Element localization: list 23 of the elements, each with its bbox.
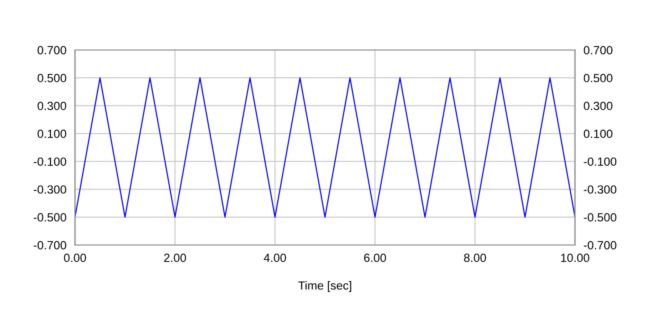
y-tick-label: -0.500: [34, 213, 66, 222]
y-tick-label: -0.300: [34, 185, 66, 194]
y2-tick-label: 0.500: [584, 74, 612, 82]
y-tick-label: -0.700: [34, 241, 66, 250]
y2-tick-label: -0.500: [584, 213, 616, 222]
x-tick-label: 8.00: [464, 254, 486, 262]
y-tick-label: 0.700: [38, 46, 66, 54]
y-tick-label: 0.500: [38, 74, 66, 82]
y2-tick-label: 0.300: [584, 102, 612, 110]
x-tick-label: 4.00: [264, 254, 286, 262]
y-tick-label: -0.100: [34, 157, 66, 166]
y2-tick-label: 0.100: [584, 130, 612, 138]
y-tick-label: 0.300: [38, 102, 66, 110]
y2-tick-label: -0.100: [584, 157, 616, 166]
x-tick-label: 10.00: [561, 254, 590, 262]
y2-tick-label: -0.300: [584, 185, 616, 194]
y2-tick-label: 0.700: [584, 46, 612, 54]
x-axis-title: Time [sec]: [298, 281, 352, 292]
y2-tick-label: -0.700: [584, 241, 616, 250]
x-tick-label: 2.00: [164, 254, 186, 262]
y-tick-label: 0.100: [38, 130, 66, 138]
x-tick-label: 0.00: [64, 254, 86, 262]
x-tick-label: 6.00: [364, 254, 386, 262]
